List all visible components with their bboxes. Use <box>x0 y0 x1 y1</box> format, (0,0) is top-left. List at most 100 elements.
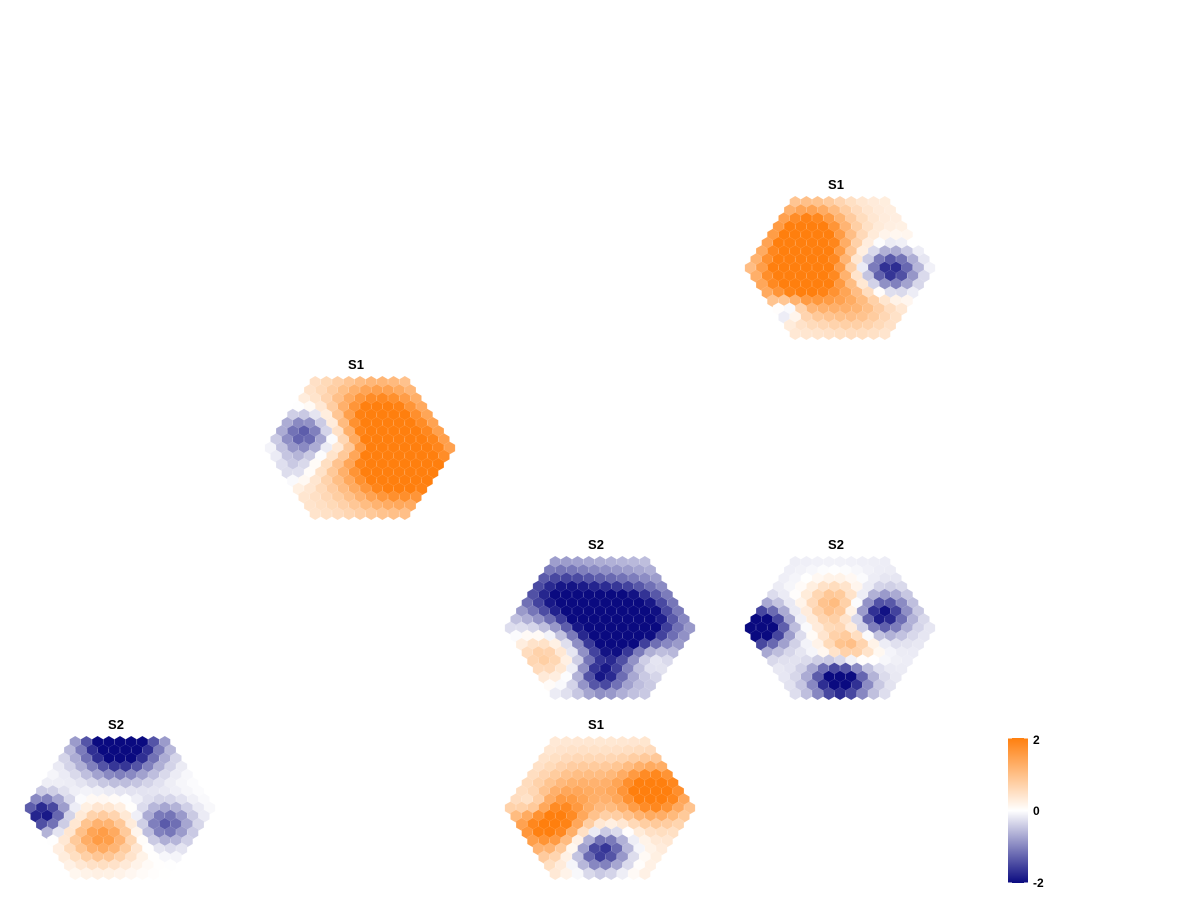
hex-spot <box>622 776 634 791</box>
hex-spot <box>538 801 550 815</box>
hex-spot <box>851 220 863 234</box>
hex-spot <box>142 793 154 807</box>
hex-spot <box>566 825 578 840</box>
hex-spot <box>52 776 65 791</box>
hex-spot <box>605 752 617 766</box>
hex-spot <box>661 817 673 832</box>
hex-spot <box>170 817 182 832</box>
hex-spot <box>136 817 149 832</box>
hex-spot <box>627 752 640 766</box>
hex-spot <box>611 580 623 594</box>
hex-spot <box>627 654 640 668</box>
hex-spot <box>862 580 874 594</box>
hex-spot <box>851 662 863 676</box>
hex-spot <box>365 474 377 488</box>
hex-spot <box>515 604 528 619</box>
hex-spot <box>387 375 400 390</box>
hex-spot <box>856 572 869 586</box>
hex-spot <box>175 776 188 791</box>
hex-spot <box>800 555 813 570</box>
hex-spot <box>47 817 59 832</box>
hex-spot <box>778 294 790 308</box>
hex-spot <box>644 743 657 758</box>
hex-spot <box>867 604 880 619</box>
hex-spot <box>583 768 595 782</box>
hex-spot <box>315 400 327 414</box>
hex-spot <box>331 474 344 488</box>
hex-spot <box>69 752 81 766</box>
hex-spot <box>337 449 349 463</box>
hex-spot <box>69 735 81 750</box>
hex-spot <box>795 220 807 234</box>
hex-spot <box>611 645 623 660</box>
hex-spot <box>761 613 773 627</box>
hex-spot <box>114 784 126 799</box>
hex-spot <box>817 678 829 693</box>
hex-spot <box>750 269 762 283</box>
hex-spot <box>873 563 885 578</box>
hex-spot <box>633 678 645 693</box>
hex-spot <box>538 621 550 635</box>
hex-spot <box>119 842 132 856</box>
hex-spot <box>566 580 578 594</box>
hex-spot <box>789 654 801 668</box>
hex-spot <box>851 269 863 283</box>
hex-spot <box>655 613 668 627</box>
hex-spot <box>661 768 673 782</box>
hex-spot <box>80 834 93 848</box>
hex-spot <box>800 588 813 602</box>
hex-spot <box>560 784 573 799</box>
hex-spot <box>549 621 561 635</box>
hex-spot <box>86 760 98 774</box>
hex-spot <box>655 580 668 594</box>
hex-spot <box>873 678 885 693</box>
hex-spot <box>159 866 171 881</box>
hex-spot <box>399 474 411 488</box>
hex-spot <box>549 686 561 701</box>
hex-spot <box>549 752 561 766</box>
hex-spot <box>750 253 762 267</box>
hex-spot <box>298 424 310 439</box>
hex-spot <box>91 834 104 848</box>
hex-spot <box>772 302 785 316</box>
hex-spot <box>895 236 908 251</box>
hex-spot <box>644 760 657 774</box>
hex-spot <box>97 776 109 791</box>
hex-spot <box>806 662 818 676</box>
hex-spot <box>918 269 930 283</box>
hex-spot <box>560 850 573 864</box>
hex-spot <box>783 285 796 300</box>
hex-spot <box>527 834 539 848</box>
hex-spot <box>86 793 98 807</box>
hex-spot <box>560 735 573 750</box>
hex-spot <box>24 801 37 815</box>
hex-spot <box>856 261 869 275</box>
hex-spot <box>63 743 76 758</box>
hex-spot <box>292 416 305 431</box>
hex-spot <box>627 866 640 881</box>
hex-spot <box>873 580 885 594</box>
hex-spot <box>315 433 327 447</box>
hex-spot <box>170 752 182 766</box>
hex-spot <box>890 654 902 668</box>
hex-spot <box>639 654 651 668</box>
hex-spot <box>828 285 841 300</box>
hex-spot <box>811 326 824 341</box>
hex-spot <box>147 784 160 799</box>
hex-spot <box>331 375 344 390</box>
hex-spot <box>292 433 305 447</box>
hex-spot <box>611 678 623 693</box>
hex-spot <box>778 310 790 324</box>
hex-spot <box>778 588 790 602</box>
hex-spot <box>108 809 121 823</box>
hex-spot <box>605 572 617 586</box>
hex-spot <box>588 858 601 873</box>
hex-spot <box>761 645 773 660</box>
hex-spot <box>761 269 773 283</box>
hex-spot <box>834 294 846 308</box>
hex-spot <box>862 203 874 218</box>
hex-spot <box>438 433 450 447</box>
hex-spot <box>817 236 829 251</box>
hex-spot <box>555 825 567 840</box>
hex-spot <box>387 474 400 488</box>
